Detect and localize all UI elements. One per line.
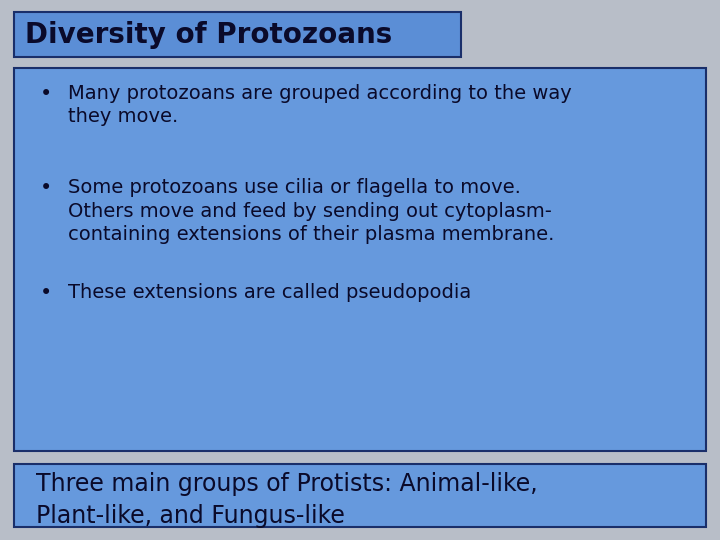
Text: These extensions are called pseudopodia: These extensions are called pseudopodia [68,284,472,302]
Text: Three main groups of Protists: Animal-like,
Plant-like, and Fungus-like: Three main groups of Protists: Animal-li… [36,472,538,528]
Text: Some protozoans use cilia or flagella to move.
Others move and feed by sending o: Some protozoans use cilia or flagella to… [68,178,555,244]
FancyBboxPatch shape [14,68,706,451]
Text: •: • [40,284,52,303]
Text: Many protozoans are grouped according to the way
they move.: Many protozoans are grouped according to… [68,84,572,126]
FancyBboxPatch shape [14,464,706,526]
Text: •: • [40,84,52,104]
Text: Diversity of Protozoans: Diversity of Protozoans [25,21,392,49]
FancyBboxPatch shape [14,12,461,57]
Text: •: • [40,178,52,198]
